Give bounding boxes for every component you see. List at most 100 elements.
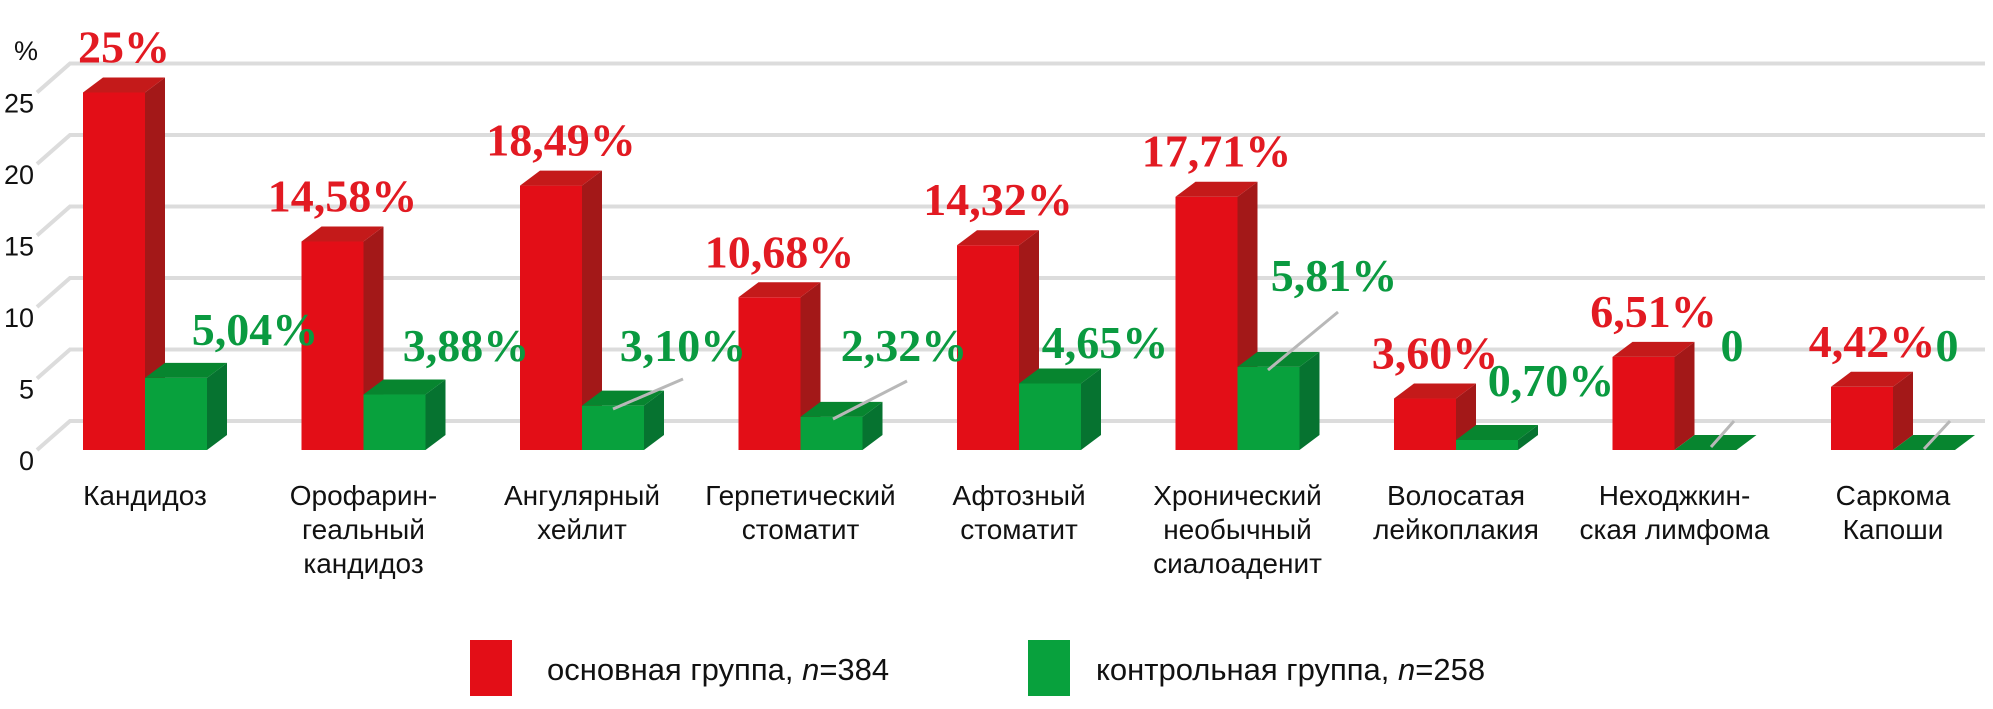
bar-main (83, 77, 165, 450)
bar-control-front (1019, 383, 1081, 450)
data-label-control: 2,32% (841, 320, 968, 371)
category-label-line: стоматит (960, 514, 1078, 545)
bar-main-side (1674, 341, 1695, 450)
category-label-line: лейкоплакия (1373, 514, 1539, 545)
bar-main-front (1612, 356, 1675, 450)
bar-main-side (145, 77, 165, 450)
bar-main-top (301, 226, 384, 242)
bar-main-side (1893, 371, 1913, 450)
bar-main-front (1175, 196, 1238, 450)
bar-control-side (207, 362, 227, 450)
category-label-line: Герпетический (705, 480, 895, 511)
y-axis-label: % (14, 36, 38, 66)
bar-control-front (800, 416, 863, 450)
category-label-line: Капоши (1843, 514, 1944, 545)
bar-control (363, 379, 446, 450)
gridline (35, 276, 1985, 309)
legend-swatch-control (1028, 640, 1070, 696)
bar-main-front (738, 297, 801, 450)
data-label-main: 4,42% (1809, 316, 1936, 367)
gridline (35, 347, 1985, 381)
category-label-line: Неходжкин- (1599, 480, 1751, 511)
bar-main-top (1612, 341, 1695, 357)
data-label-main: 10,68% (705, 226, 855, 277)
bar-main-front (1394, 398, 1456, 450)
bar-main-front (1831, 386, 1893, 450)
leader-line (1922, 419, 1952, 451)
category-label: Хронический необычный сиалоаденит (1153, 480, 1322, 579)
data-label-control: 5,04% (192, 304, 319, 355)
category-label: Саркома Капоши (1836, 480, 1951, 545)
y-tick-label: 25 (4, 89, 34, 119)
bar-control-side (425, 379, 446, 450)
bar-control-front (1456, 439, 1518, 450)
leader-line (1267, 310, 1339, 372)
bar-control-top (1893, 435, 1975, 450)
bar-control-top (1456, 424, 1538, 440)
gridline (35, 61, 1985, 95)
bar-main-side (582, 170, 602, 450)
bar-control-top (1019, 368, 1101, 384)
category-label-line: Хронический (1153, 480, 1322, 511)
bar-main-front (957, 245, 1019, 450)
category-label-line: хейлит (537, 514, 627, 545)
bar-control-side (1299, 351, 1320, 450)
y-tick-label: 15 (4, 232, 34, 262)
category-label-line: стоматит (742, 514, 860, 545)
data-label-control: 3,10% (620, 320, 747, 371)
gridline (35, 133, 1985, 166)
data-labels: 25% 14,58% 18,49% 10,68% 14,32% 17,71% 3,60% 6,… (78, 22, 1959, 451)
leader-line (612, 377, 684, 411)
bar-control-front (582, 405, 644, 450)
y-tick-label: 5 (19, 375, 34, 405)
bar-main-front (83, 92, 145, 450)
data-label-control: 3,88% (403, 320, 530, 371)
data-label-control: 0,70% (1488, 355, 1615, 406)
bar-main (1831, 371, 1913, 450)
bar-control-front (363, 394, 426, 450)
gridline (35, 419, 1985, 452)
data-label-main: 3,60% (1372, 328, 1499, 379)
bar-main-top (520, 170, 602, 186)
bar-main-top (1394, 383, 1476, 399)
legend-label-main: основная группа, n=384 (547, 652, 889, 687)
category-label-line: Кандидоз (83, 480, 207, 511)
bar-main-top (83, 77, 165, 93)
y-tick-label: 10 (4, 303, 34, 333)
category-label-line: сиалоаденит (1153, 548, 1322, 579)
data-label-control: 4,65% (1042, 317, 1169, 368)
bars (83, 77, 1975, 450)
data-label-main: 6,51% (1590, 286, 1717, 337)
leader-line (832, 379, 908, 421)
legend-label-control: контрольная группа, n=258 (1096, 652, 1485, 687)
bar-main (738, 282, 821, 450)
legend: основная группа, n=384 контрольная групп… (470, 640, 1485, 696)
bar-main-top (957, 230, 1039, 246)
bar-control (1019, 368, 1101, 450)
category-label-line: необычный (1163, 514, 1312, 545)
data-label-control: 0 (1936, 320, 1959, 371)
category-label: Ангулярный хейлит (504, 480, 660, 545)
category-label-line: кандидоз (303, 548, 423, 579)
category-label-line: Орофарин- (290, 480, 438, 511)
y-tick-label: 20 (4, 160, 34, 190)
bar-control (1456, 424, 1538, 450)
bar-main (520, 170, 602, 450)
category-label: Герпетический стоматит (705, 480, 895, 545)
bar-main-top (1175, 181, 1258, 197)
bar-control-front (1237, 366, 1300, 450)
legend-swatch-main (470, 640, 512, 696)
bar-control-top (363, 379, 446, 395)
bar-main-top (1831, 371, 1913, 387)
category-label: Орофарин-геальный кандидоз (290, 480, 438, 579)
bar-control (582, 390, 664, 450)
bar-control-side (1518, 424, 1538, 450)
category-labels: Кандидоз Орофарин-геальный кандидоз Ангуляр… (83, 480, 1951, 579)
category-label: Волосатая лейкоплакия (1373, 480, 1539, 545)
bar-main-top (738, 282, 821, 298)
category-label-line: Волосатая (1387, 480, 1525, 511)
bar-main (1612, 341, 1695, 450)
data-label-main: 14,58% (268, 171, 418, 222)
y-axis-ticks: 0 5 10 15 20 25 (4, 89, 34, 477)
